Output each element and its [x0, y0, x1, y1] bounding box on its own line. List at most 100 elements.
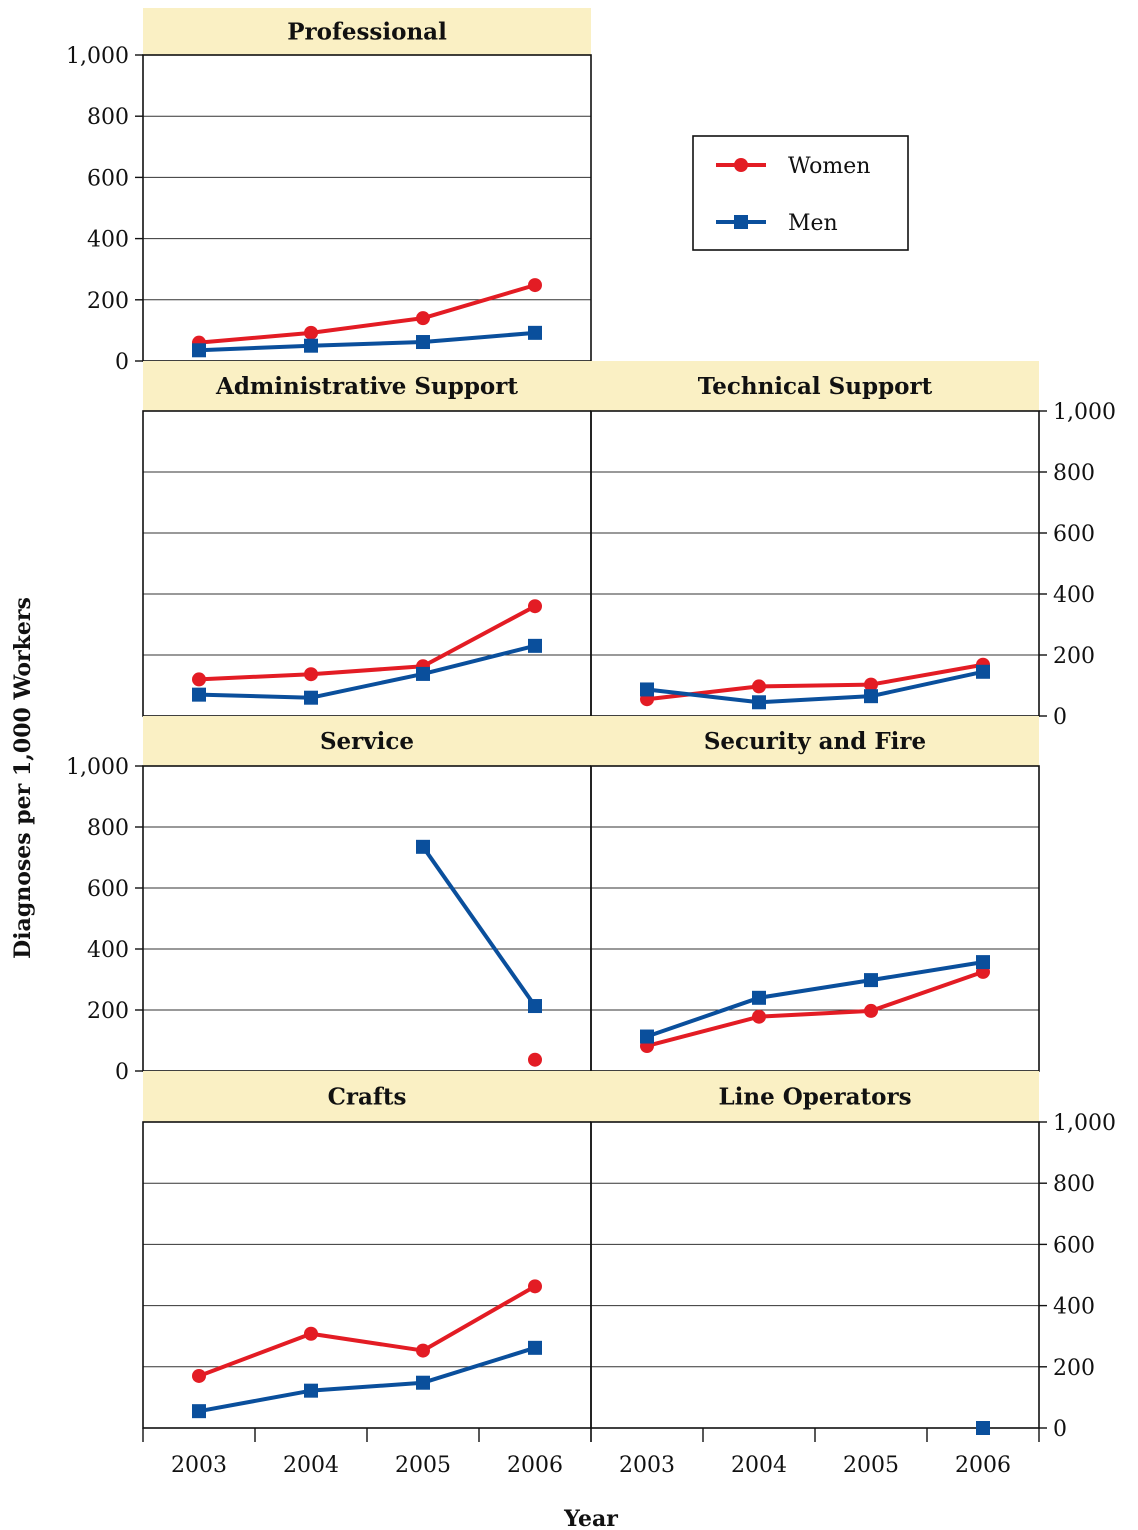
- data-point-men: [752, 695, 766, 710]
- panel-header: [143, 716, 591, 766]
- data-point-men: [640, 682, 654, 697]
- panel-header: [591, 1071, 1039, 1122]
- data-point-men: [416, 839, 430, 854]
- data-point-men: [528, 999, 542, 1014]
- y-tick-label: 1,000: [1053, 400, 1116, 425]
- y-tick-label: 1,000: [1053, 1111, 1116, 1136]
- panel-title: Technical Support: [698, 373, 933, 400]
- y-tick-label: 400: [87, 228, 129, 253]
- panel-title: Security and Fire: [704, 728, 926, 755]
- y-tick-label: 1,000: [66, 44, 129, 69]
- panel-header: [143, 361, 591, 411]
- data-point-men: [752, 990, 766, 1005]
- y-tick-label: 1,000: [66, 755, 129, 780]
- data-point-women: [528, 278, 542, 293]
- panel-title: Professional: [287, 19, 447, 46]
- plot-frame: [142, 1121, 592, 1429]
- y-tick-label: 400: [1053, 1295, 1095, 1320]
- plot-frame: [590, 410, 1040, 717]
- series-line-men: [646, 669, 984, 705]
- series-line-women: [198, 1284, 536, 1378]
- panel-service: Service 0 200 400 600 800 1,000: [66, 716, 592, 1085]
- y-tick-label: 0: [115, 1060, 129, 1085]
- panel-header: [591, 361, 1039, 411]
- panel-header: [143, 1071, 591, 1122]
- y-tick-label: 600: [1053, 1233, 1095, 1258]
- data-point-men: [192, 687, 206, 702]
- data-point-women: [752, 1009, 766, 1024]
- data-point-women: [192, 672, 206, 687]
- y-axis-title: Diagnoses per 1,000 Workers: [10, 597, 36, 959]
- data-point-women: [304, 1326, 318, 1341]
- legend-label-men: Men: [788, 211, 838, 236]
- y-tick-label: 0: [115, 350, 129, 375]
- y-tick-label: 800: [87, 816, 129, 841]
- y-tick-label: 400: [1053, 583, 1095, 608]
- data-point-men: [864, 973, 878, 988]
- data-point-men: [528, 325, 542, 340]
- panel-crafts: Crafts 2003 2004 2005 2006: [142, 1071, 592, 1478]
- y-tick-label: 200: [1053, 644, 1095, 669]
- y-tick-label: 800: [1053, 1172, 1095, 1197]
- plot-frame: [142, 765, 592, 1072]
- data-point-men: [976, 1421, 990, 1435]
- x-tick-label: 2003: [619, 1453, 675, 1478]
- plot-frame: [142, 54, 592, 362]
- legend-box: [692, 135, 909, 251]
- legend: Women Men: [692, 135, 909, 251]
- data-point-women: [304, 667, 318, 682]
- y-tick-label: 200: [87, 999, 129, 1024]
- data-point-men: [192, 343, 206, 358]
- data-point-men: [976, 664, 990, 679]
- panel-title: Administrative Support: [215, 373, 518, 400]
- series-line-men: [646, 960, 984, 1039]
- data-point-men: [528, 1340, 542, 1355]
- plot-frame: [590, 1121, 1040, 1429]
- y-tick-label: 0: [1053, 1417, 1067, 1442]
- panel-technical-support: Technical Support 0 200 400 600 800 1,000: [590, 361, 1116, 730]
- series-line-men: [198, 1345, 536, 1414]
- y-tick-label: 800: [87, 105, 129, 130]
- x-tick-label: 2005: [843, 1453, 899, 1478]
- x-tick-label: 2004: [731, 1453, 787, 1478]
- series-line-men: [198, 643, 536, 700]
- series-line-women: [646, 662, 984, 702]
- data-point-men: [416, 666, 430, 681]
- data-point-men: [976, 955, 990, 970]
- data-point-men: [640, 1029, 654, 1044]
- data-point-women: [528, 1279, 542, 1294]
- data-point-men: [416, 1375, 430, 1390]
- data-point-women: [304, 325, 318, 340]
- data-point-women: [192, 1368, 206, 1383]
- panel-security-and-fire: Security and Fire: [590, 716, 1040, 1072]
- x-tick-label: 2004: [283, 1453, 339, 1478]
- data-point-women: [752, 679, 766, 694]
- panel-administrative-support: Administrative Support: [142, 361, 592, 717]
- data-point-women: [528, 599, 542, 614]
- y-tick-label: 600: [1053, 522, 1095, 547]
- x-axis-title: Year: [563, 1506, 618, 1530]
- y-tick-label: 200: [87, 289, 129, 314]
- y-tick-label: 400: [87, 938, 129, 963]
- y-tick-label: 800: [1053, 461, 1095, 486]
- series-line-men: [198, 330, 536, 353]
- y-tick-label: 0: [1053, 705, 1067, 730]
- data-point-men: [528, 638, 542, 653]
- panel-title: Service: [320, 728, 414, 755]
- panel-header: [143, 8, 591, 55]
- series-line-women: [198, 283, 536, 345]
- y-tick-label: 600: [87, 877, 129, 902]
- x-tick-label: 2003: [171, 1453, 227, 1478]
- x-tick-label: 2006: [955, 1453, 1011, 1478]
- panel-title: Line Operators: [718, 1084, 911, 1111]
- plot-frame: [590, 765, 1040, 1072]
- y-tick-label: 200: [1053, 1356, 1095, 1381]
- x-tick-label: 2006: [507, 1453, 563, 1478]
- data-point-men: [304, 690, 318, 705]
- panel-professional: Professional 0 200 400 600 800 1,000: [66, 8, 592, 375]
- series-line-women: [198, 604, 536, 682]
- data-point-men: [192, 1404, 206, 1419]
- data-point-men: [304, 1383, 318, 1398]
- series-line-men: [421, 845, 537, 1008]
